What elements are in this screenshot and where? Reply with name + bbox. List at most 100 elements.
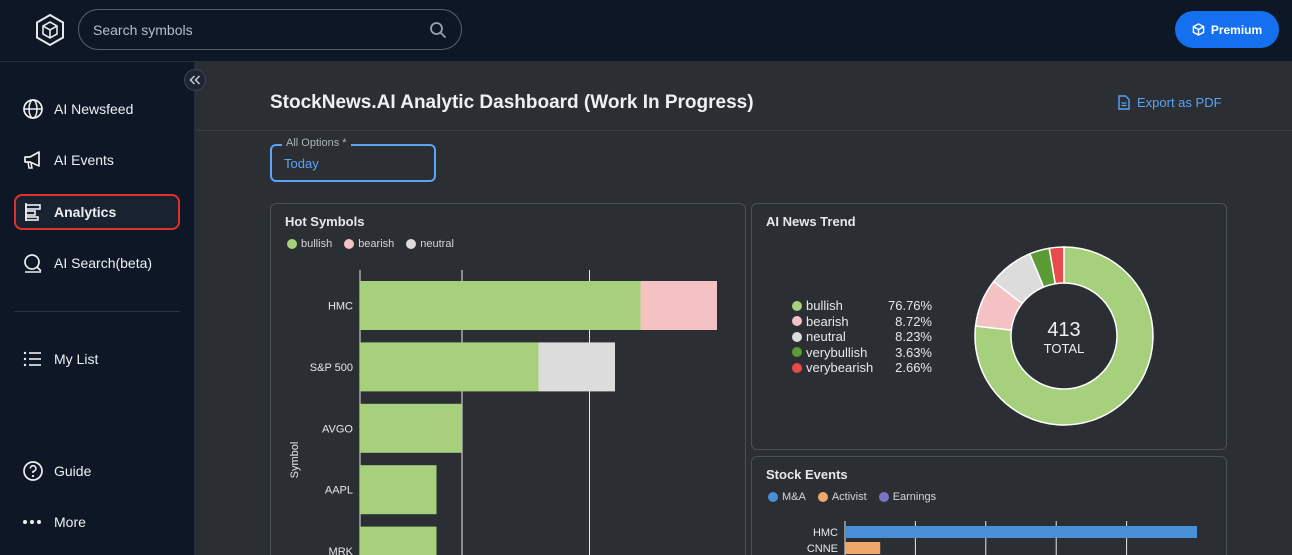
y-tick-label: MRK [329, 546, 354, 555]
donut-total: 413 [1047, 319, 1080, 341]
list-icon [23, 351, 41, 367]
trend-value: 76.76% [888, 298, 933, 314]
legend-label: neutral [420, 238, 454, 250]
ai-news-trend-donut: 413 TOTAL [974, 246, 1154, 426]
y-tick-label: CNNE [807, 543, 838, 555]
stock-events-legend: M&A Activist Earnings [768, 491, 936, 503]
search-box [78, 9, 462, 50]
legend-item-activist[interactable]: Activist [817, 491, 867, 503]
y-tick-label: AAPL [325, 485, 353, 497]
trend-swatch [792, 347, 802, 358]
trend-legend: bullish 76.76% bearish 8.72% neutral 8.23% … [792, 298, 932, 376]
bar-Activist[interactable] [845, 542, 881, 554]
more-icon [23, 520, 41, 524]
slice-bullish[interactable] [974, 246, 1154, 426]
options-select[interactable]: All Options * Today [270, 137, 436, 182]
cube-icon [1192, 23, 1205, 36]
bar-bearish[interactable] [640, 281, 718, 330]
y-tick-label: AVGO [322, 423, 353, 435]
top-bar: Premium [0, 0, 1292, 62]
hot-symbols-title: Hot Symbols [285, 214, 365, 229]
trend-name: verybullish [806, 344, 868, 360]
trend-value: 8.72% [895, 313, 932, 329]
search-input[interactable] [93, 10, 413, 49]
legend-label: bullish [301, 238, 333, 250]
trend-value: 3.63% [895, 344, 932, 360]
bar-bullish[interactable] [360, 403, 462, 453]
sidebar-item-ai-events[interactable]: AI Events [14, 142, 180, 178]
donut-total-label: TOTAL [1044, 341, 1085, 356]
sidebar-item-analytics[interactable]: Analytics [14, 194, 180, 230]
cube-logo-icon[interactable] [34, 13, 66, 47]
legend-item-bearish[interactable]: bearish [344, 238, 394, 250]
sidebar-item-more[interactable]: More [14, 504, 180, 540]
help-icon [23, 461, 43, 481]
sidebar-item-ai-search[interactable]: AI Search(beta) [14, 245, 180, 281]
slice-verybullish[interactable] [1028, 247, 1057, 289]
legend-swatch [878, 492, 889, 502]
y-tick-label: HMC [328, 301, 353, 313]
collapse-sidebar-button[interactable] [184, 69, 206, 91]
legend-item-bullish[interactable]: bullish [287, 238, 332, 250]
double-chevron-left-icon [189, 75, 201, 85]
trend-name: verybearish [806, 360, 874, 376]
legend-swatch [406, 239, 417, 249]
analytics-icon [25, 203, 41, 221]
export-pdf-link[interactable]: Export as PDF [1117, 95, 1222, 110]
stock-events-card: Stock Events M&A Activist Earnings HMC CN… [751, 456, 1227, 555]
options-select-value: Today [284, 156, 319, 171]
trend-swatch [792, 300, 802, 311]
bar-bullish[interactable] [360, 465, 437, 515]
legend-label: Activist [831, 491, 867, 503]
ai-news-trend-title: AI News Trend [766, 214, 856, 229]
legend-item-ma[interactable]: M&A [768, 491, 806, 503]
legend-label: bearish [358, 238, 395, 250]
y-tick-label: HMC [813, 527, 838, 539]
trend-swatch [792, 316, 802, 327]
bar-bullish[interactable] [360, 281, 641, 330]
trend-swatch [792, 331, 802, 342]
stock-events-title: Stock Events [766, 467, 848, 482]
sidebar-item-guide[interactable]: Guide [14, 453, 180, 489]
trend-name: neutral [806, 329, 846, 345]
premium-button[interactable]: Premium [1175, 11, 1279, 48]
trend-name: bullish [806, 298, 843, 314]
options-select-label: All Options * [282, 137, 351, 149]
trend-row-bearish: bearish 8.72% [792, 314, 932, 330]
trend-row-bullish: bullish 76.76% [792, 298, 932, 314]
trend-row-neutral: neutral 8.23% [792, 329, 932, 345]
slice-bearish[interactable] [974, 280, 1024, 331]
legend-swatch [344, 239, 355, 249]
megaphone-icon [24, 151, 40, 169]
legend-swatch [817, 492, 828, 502]
bar-M&A[interactable] [845, 526, 1197, 538]
bar-neutral[interactable] [538, 342, 616, 392]
trend-row-verybearish: verybearish 2.66% [792, 360, 932, 376]
legend-item-earnings[interactable]: Earnings [878, 491, 937, 503]
document-icon [1118, 95, 1130, 110]
dashboard-header [196, 62, 1292, 131]
y-tick-label: S&P 500 [310, 362, 353, 374]
ai-news-trend-card: AI News Trend bullish 76.76% bearish 8.72%… [751, 203, 1227, 450]
sidebar-item-ai-newsfeed[interactable]: AI Newsfeed [14, 91, 180, 127]
trend-value: 2.66% [895, 360, 932, 376]
legend-swatch [287, 239, 297, 249]
sidebar-item-label: My List [54, 351, 99, 367]
bar-bullish[interactable] [360, 342, 539, 392]
trend-name: bearish [806, 313, 849, 329]
sidebar-item-label: AI Newsfeed [54, 101, 134, 117]
globe-icon [23, 99, 43, 119]
hot-symbols-legend: bullish bearish neutral [287, 238, 454, 250]
y-axis-label: Symbol [289, 442, 301, 479]
search-icon[interactable] [429, 21, 447, 39]
trend-row-verybullish: verybullish 3.63% [792, 345, 932, 361]
stock-events-chart: HMC CNNE [807, 521, 1197, 555]
legend-item-neutral[interactable]: neutral [406, 238, 454, 250]
export-label: Export as PDF [1137, 95, 1222, 110]
legend-label: Earnings [892, 491, 937, 503]
bar-bullish[interactable] [360, 526, 437, 555]
search-ai-icon [24, 254, 42, 273]
sidebar-item-label: AI Events [54, 152, 114, 168]
legend-swatch [768, 492, 778, 502]
sidebar-item-my-list[interactable]: My List [14, 341, 180, 377]
